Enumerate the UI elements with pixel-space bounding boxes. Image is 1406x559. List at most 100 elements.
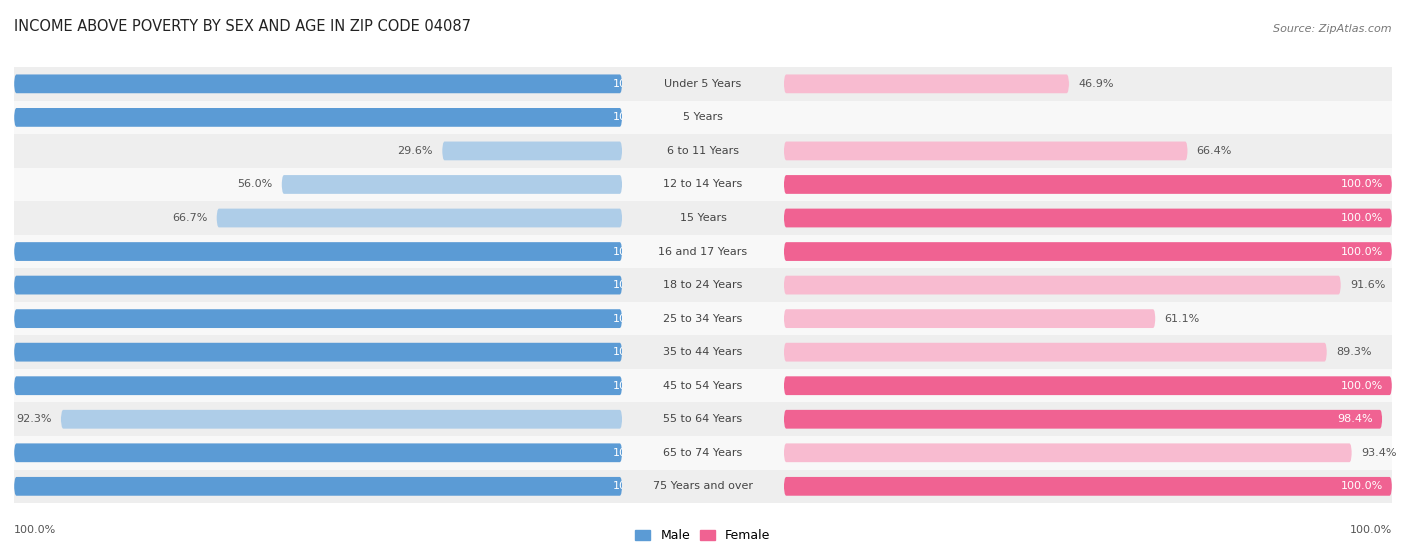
Bar	[14, 268, 621, 302]
Bar	[14, 101, 621, 134]
FancyBboxPatch shape	[14, 276, 623, 295]
Bar	[621, 369, 785, 402]
Bar	[785, 335, 1392, 369]
Bar	[785, 235, 1392, 268]
Bar	[14, 369, 621, 402]
Bar	[785, 302, 1392, 335]
Bar	[621, 470, 785, 503]
Text: 100.0%: 100.0%	[613, 247, 655, 257]
Bar	[621, 168, 785, 201]
Text: 16 and 17 Years: 16 and 17 Years	[658, 247, 748, 257]
Bar	[14, 67, 621, 101]
Text: 100.0%: 100.0%	[613, 381, 655, 391]
Text: 100.0%: 100.0%	[613, 314, 655, 324]
Text: 55 to 64 Years: 55 to 64 Years	[664, 414, 742, 424]
Text: 100.0%: 100.0%	[1340, 481, 1384, 491]
Bar	[14, 470, 621, 503]
FancyBboxPatch shape	[14, 108, 623, 127]
Text: 46.9%: 46.9%	[1078, 79, 1114, 89]
Text: 5 Years: 5 Years	[683, 112, 723, 122]
Text: Under 5 Years: Under 5 Years	[665, 79, 741, 89]
Bar	[621, 335, 785, 369]
Legend: Male, Female: Male, Female	[630, 524, 776, 547]
FancyBboxPatch shape	[14, 74, 623, 93]
FancyBboxPatch shape	[14, 477, 623, 496]
Text: 100.0%: 100.0%	[613, 112, 655, 122]
FancyBboxPatch shape	[281, 175, 623, 194]
FancyBboxPatch shape	[783, 376, 1392, 395]
Text: 92.3%: 92.3%	[17, 414, 52, 424]
Text: 100.0%: 100.0%	[613, 481, 655, 491]
FancyBboxPatch shape	[14, 376, 623, 395]
FancyBboxPatch shape	[783, 477, 1392, 496]
Text: 6 to 11 Years: 6 to 11 Years	[666, 146, 740, 156]
Bar	[785, 67, 1392, 101]
Text: 12 to 14 Years: 12 to 14 Years	[664, 179, 742, 190]
Text: 91.6%: 91.6%	[1350, 280, 1385, 290]
FancyBboxPatch shape	[783, 343, 1327, 362]
FancyBboxPatch shape	[783, 74, 1069, 93]
Text: 100.0%: 100.0%	[1340, 381, 1384, 391]
Bar	[785, 101, 1392, 134]
Text: Source: ZipAtlas.com: Source: ZipAtlas.com	[1274, 23, 1392, 34]
Text: 100.0%: 100.0%	[14, 525, 56, 536]
Bar	[621, 402, 785, 436]
Bar	[14, 335, 621, 369]
Text: 56.0%: 56.0%	[238, 179, 273, 190]
Text: 98.4%: 98.4%	[1337, 414, 1374, 424]
FancyBboxPatch shape	[783, 209, 1392, 228]
Bar	[621, 201, 785, 235]
Bar	[785, 369, 1392, 402]
Text: 35 to 44 Years: 35 to 44 Years	[664, 347, 742, 357]
Bar	[621, 67, 785, 101]
FancyBboxPatch shape	[783, 443, 1351, 462]
Text: 100.0%: 100.0%	[1340, 179, 1384, 190]
FancyBboxPatch shape	[14, 343, 623, 362]
FancyBboxPatch shape	[783, 309, 1156, 328]
Text: 66.4%: 66.4%	[1197, 146, 1232, 156]
Text: 65 to 74 Years: 65 to 74 Years	[664, 448, 742, 458]
FancyBboxPatch shape	[783, 410, 1382, 429]
Bar	[785, 268, 1392, 302]
Text: 100.0%: 100.0%	[613, 448, 655, 458]
Bar	[785, 134, 1392, 168]
Text: 100.0%: 100.0%	[1340, 247, 1384, 257]
Text: 66.7%: 66.7%	[172, 213, 208, 223]
FancyBboxPatch shape	[783, 141, 1188, 160]
Text: 100.0%: 100.0%	[1340, 213, 1384, 223]
Bar	[14, 134, 621, 168]
Text: 29.6%: 29.6%	[398, 146, 433, 156]
Bar	[621, 101, 785, 134]
Text: 25 to 34 Years: 25 to 34 Years	[664, 314, 742, 324]
Text: 93.4%: 93.4%	[1361, 448, 1396, 458]
Text: 75 Years and over: 75 Years and over	[652, 481, 754, 491]
FancyBboxPatch shape	[783, 242, 1392, 261]
Bar	[14, 201, 621, 235]
Bar	[621, 436, 785, 470]
Text: 100.0%: 100.0%	[1350, 525, 1392, 536]
Bar	[785, 168, 1392, 201]
Text: 61.1%: 61.1%	[1164, 314, 1199, 324]
Bar	[14, 402, 621, 436]
Bar	[621, 235, 785, 268]
Text: 45 to 54 Years: 45 to 54 Years	[664, 381, 742, 391]
Bar	[785, 470, 1392, 503]
Bar	[14, 436, 621, 470]
FancyBboxPatch shape	[14, 242, 623, 261]
Text: INCOME ABOVE POVERTY BY SEX AND AGE IN ZIP CODE 04087: INCOME ABOVE POVERTY BY SEX AND AGE IN Z…	[14, 18, 471, 34]
Bar	[14, 235, 621, 268]
Text: 100.0%: 100.0%	[613, 347, 655, 357]
FancyBboxPatch shape	[60, 410, 623, 429]
Bar	[621, 134, 785, 168]
FancyBboxPatch shape	[783, 276, 1341, 295]
Bar	[14, 168, 621, 201]
Bar	[14, 302, 621, 335]
Text: 15 Years: 15 Years	[679, 213, 727, 223]
FancyBboxPatch shape	[783, 175, 1392, 194]
FancyBboxPatch shape	[14, 443, 623, 462]
FancyBboxPatch shape	[441, 141, 623, 160]
Text: 100.0%: 100.0%	[613, 280, 655, 290]
Bar	[785, 402, 1392, 436]
Text: 100.0%: 100.0%	[613, 79, 655, 89]
Text: 89.3%: 89.3%	[1336, 347, 1371, 357]
